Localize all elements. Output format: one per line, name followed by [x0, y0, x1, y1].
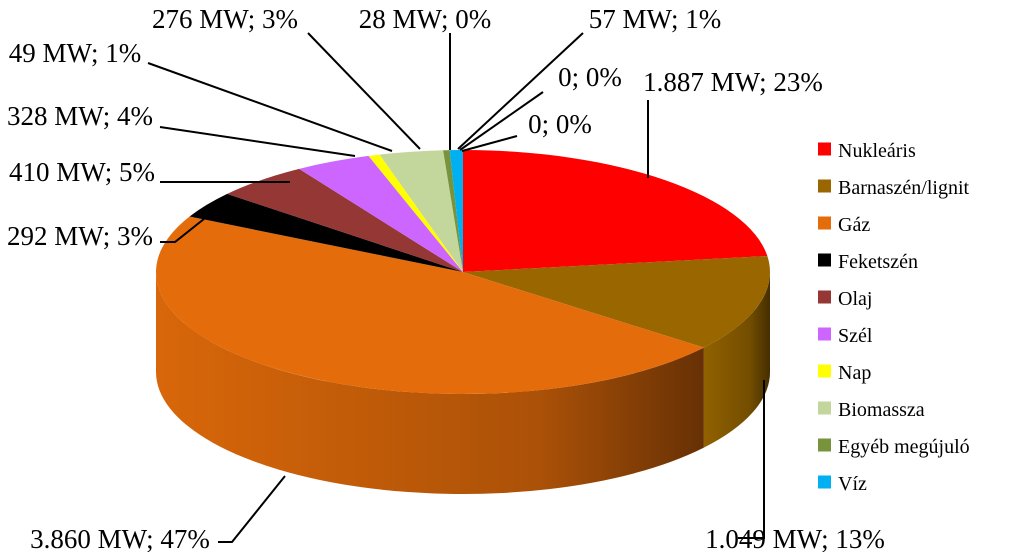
pie-slice-feketszen	[189, 193, 463, 272]
legend-label: Egyéb megújuló	[838, 436, 970, 458]
legend-item-viz: Víz	[818, 473, 867, 495]
leader-line-szel	[159, 126, 356, 157]
legend-label: Nukleáris	[838, 140, 916, 162]
legend-label: Biomassza	[838, 399, 925, 421]
legend-swatch	[818, 216, 831, 230]
legend-label: Barnaszén/lignit	[838, 177, 970, 199]
legend-item-nap: Nap	[818, 362, 871, 384]
pie-slice-nap	[368, 154, 463, 272]
data-label-gaz: 3.860 MW; 47%	[30, 524, 210, 552]
data-label-nap: 49 MW; 1%	[9, 38, 141, 68]
legend-item-biomassza: Biomassza	[818, 399, 925, 421]
data-labels: 1.887 MW; 23% 1.049 MW; 13% 3.860 MW; 47% 2…	[7, 4, 885, 552]
data-label-szel: 328 MW; 4%	[7, 101, 153, 131]
legend-swatch	[818, 327, 831, 341]
legend-swatch	[818, 401, 831, 415]
leader-line-gaz	[218, 475, 286, 543]
pie-slice-viz	[449, 150, 463, 272]
pie-slice-nuklearis	[463, 150, 768, 272]
data-label-extra-2: 0; 0%	[528, 109, 592, 139]
leader-line-extra-2	[461, 135, 518, 152]
data-label-extra-1: 0; 0%	[558, 62, 622, 92]
legend-label: Nap	[838, 362, 871, 384]
legend: Nukleáris Barnaszén/lignit Gáz Feketszén Ola…	[818, 140, 970, 495]
legend-label: Feketszén	[838, 251, 918, 273]
leader-line-barnaszen-lignit	[738, 380, 765, 539]
leader-line-nap	[147, 62, 393, 152]
leader-lines	[147, 32, 765, 543]
legend-item-szel: Szél	[818, 325, 873, 347]
legend-swatch	[818, 253, 831, 267]
leader-line-viz	[457, 32, 584, 150]
pie-slice-egyeb-megujulo	[443, 150, 463, 272]
pie-slice-barnaszen-lignit	[463, 256, 770, 348]
legend-item-barnaszen-lignit: Barnaszén/lignit	[818, 177, 970, 199]
legend-item-olaj: Olaj	[818, 288, 872, 310]
legend-item-feketszen: Feketszén	[818, 251, 918, 273]
legend-swatch	[818, 438, 831, 452]
pie-side-barnaszen-lignit	[703, 272, 770, 448]
data-label-egyeb-megujulo: 28 MW; 0%	[359, 4, 491, 34]
pie-top-layer	[156, 150, 770, 394]
data-label-biomassza: 276 MW; 3%	[152, 4, 298, 34]
leader-line-extra-1	[459, 91, 544, 151]
legend-label: Szél	[838, 325, 873, 347]
legend-label: Olaj	[838, 288, 872, 310]
leader-line-feketszen	[160, 210, 215, 243]
pie-slice-biomassza	[379, 150, 463, 272]
legend-item-nuklearis: Nukleáris	[818, 140, 916, 162]
legend-item-egyeb-megujulo: Egyéb megújuló	[818, 436, 970, 458]
pie-side-gaz	[156, 272, 704, 494]
leader-line-biomassza	[307, 32, 421, 150]
legend-swatch	[818, 179, 831, 193]
legend-swatch	[818, 290, 831, 304]
legend-label: Víz	[838, 473, 867, 495]
data-label-viz: 57 MW; 1%	[589, 4, 721, 34]
data-label-feketszen: 292 MW; 3%	[7, 221, 153, 251]
data-label-olaj: 410 MW; 5%	[9, 157, 155, 187]
legend-swatch	[818, 364, 831, 378]
legend-label: Gáz	[838, 214, 870, 236]
legend-swatch	[818, 142, 831, 156]
pie-slice-olaj	[227, 168, 463, 272]
pie-slice-gaz	[156, 216, 704, 394]
data-label-nuklearis: 1.887 MW; 23%	[643, 67, 823, 97]
pie-depth-layer	[156, 272, 770, 494]
pie-slice-szel	[299, 155, 463, 272]
data-label-barnaszen-lignit: 1.049 MW; 13%	[705, 524, 885, 552]
legend-item-gaz: Gáz	[818, 214, 870, 236]
legend-swatch	[818, 475, 831, 489]
